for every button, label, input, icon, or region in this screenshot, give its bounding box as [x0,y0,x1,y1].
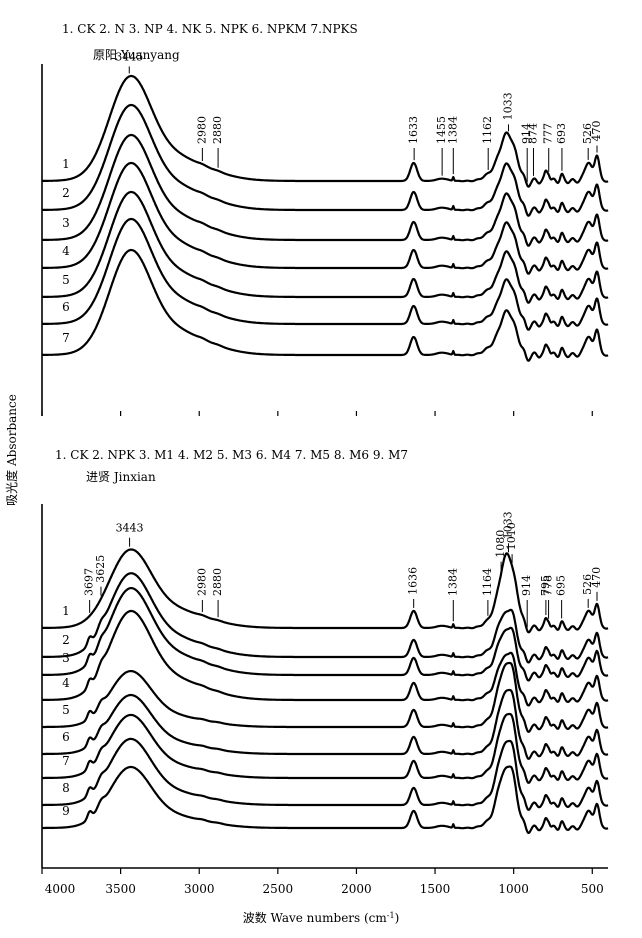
peak-label-bottom-695: 695 [555,575,568,596]
peak-label-top-1633: 1633 [407,116,420,144]
series-line-bottom-8 [41,737,609,811]
x-tick-label-500: 500 [581,882,604,896]
peak-label-top-1033: 1033 [501,92,514,120]
peak-label-bottom-1636: 1636 [407,567,420,595]
series-line-top-1 [41,74,609,188]
peak-label-bottom-470: 470 [590,567,603,588]
peak-label-bottom-1033: 1033 [501,511,514,539]
x-axis-label: 波数 Wave numbers (cm-1) [243,910,400,925]
peak-label-top-1162: 1162 [481,116,494,144]
series-layer: 1 2 3 4 5 6 7 1 2 3 4 5 6 7 8 9 [41,74,609,834]
series-label-bottom-5: 5 [62,703,70,717]
x-tick-label-3000: 3000 [184,882,215,896]
peak-label-top-777: 777 [542,123,555,144]
series-line-bottom-1 [41,548,609,634]
x-tick-label-2500: 2500 [263,882,294,896]
series-line-bottom-2 [41,572,609,664]
peak-label-bottom-3625: 3625 [94,555,107,583]
series-line-top-7 [41,248,609,362]
peak-label-top-526: 526 [581,123,594,144]
series-label-top-2: 2 [62,186,70,200]
series-line-top-3 [41,133,609,247]
series-label-bottom-6: 6 [62,730,70,744]
series-label-top-1: 1 [62,157,70,171]
x-tick-label-4000: 4000 [45,882,76,896]
legend-top: 1. CK 2. N 3. NP 4. NK 5. NPK 6. NPKM 7.… [62,22,358,36]
peak-label-bottom-1384: 1384 [446,568,459,596]
peak-label-bottom-526: 526 [581,574,594,595]
series-label-bottom-2: 2 [62,633,70,647]
legend-bottom: 1. CK 2. NPK 3. M1 4. M2 5. M3 6. M4 7. … [55,448,408,462]
series-line-bottom-4 [41,609,609,707]
series-line-bottom-3 [41,587,609,682]
peak-label-top-874: 874 [526,123,539,144]
peak-label-top-693: 693 [555,123,568,144]
series-label-top-4: 4 [62,244,70,258]
series-label-top-6: 6 [62,300,70,314]
peak-label-top-3445: 3445 [115,50,143,63]
peak-label-bottom-2980: 2980 [195,568,208,596]
x-tick-label-1500: 1500 [420,882,451,896]
peak-label-top-470: 470 [590,121,603,142]
peak-label-bottom-3443: 3443 [116,522,144,535]
series-label-bottom-3: 3 [62,651,70,665]
series-label-bottom-7: 7 [62,754,70,768]
x-tick-label-2000: 2000 [341,882,372,896]
panel-title-top: 原阳 Yuanyang [93,48,180,62]
series-label-bottom-1: 1 [62,604,70,618]
y-axis-label: 吸光度 Absorbance [4,394,19,506]
peak-label-bottom-778: 778 [542,575,555,596]
series-label-bottom-8: 8 [62,781,70,795]
panel-title-bottom: 进贤 Jinxian [86,470,156,484]
peak-label-bottom-914: 914 [520,575,533,596]
peak-label-bottom-1010: 1010 [505,522,518,550]
series-label-top-5: 5 [62,273,70,287]
peak-label-top-2880: 2880 [211,116,224,144]
peak-label-bottom-3697: 3697 [83,568,96,596]
peak-label-bottom-2880: 2880 [211,568,224,596]
x-tick-label-3500: 3500 [105,882,136,896]
peak-label-top-1455: 1455 [435,116,448,144]
series-label-bottom-4: 4 [62,676,70,690]
series-label-top-7: 7 [62,331,70,345]
series-label-top-3: 3 [62,216,70,230]
series-line-top-5 [41,190,609,304]
x-tick-label-1000: 1000 [498,882,529,896]
peak-label-bottom-1080: 1080 [494,530,507,558]
peak-label-bottom-1164: 1164 [481,568,494,596]
series-line-top-6 [41,217,609,331]
series-line-bottom-7 [41,712,609,784]
series-line-bottom-6 [41,688,609,760]
peak-label-top-2980: 2980 [195,116,208,144]
peak-label-top-1384: 1384 [446,116,459,144]
series-line-top-4 [41,161,609,275]
peak-label-bottom-795: 795 [539,575,552,596]
series-line-top-2 [41,103,609,217]
series-line-bottom-9 [41,765,609,834]
peak-label-top-914: 914 [520,123,533,144]
series-line-bottom-5 [41,661,609,733]
x-ticks: 4000 3500 3000 2500 2000 1500 1000 500 [41,411,604,896]
series-label-bottom-9: 9 [62,804,70,818]
